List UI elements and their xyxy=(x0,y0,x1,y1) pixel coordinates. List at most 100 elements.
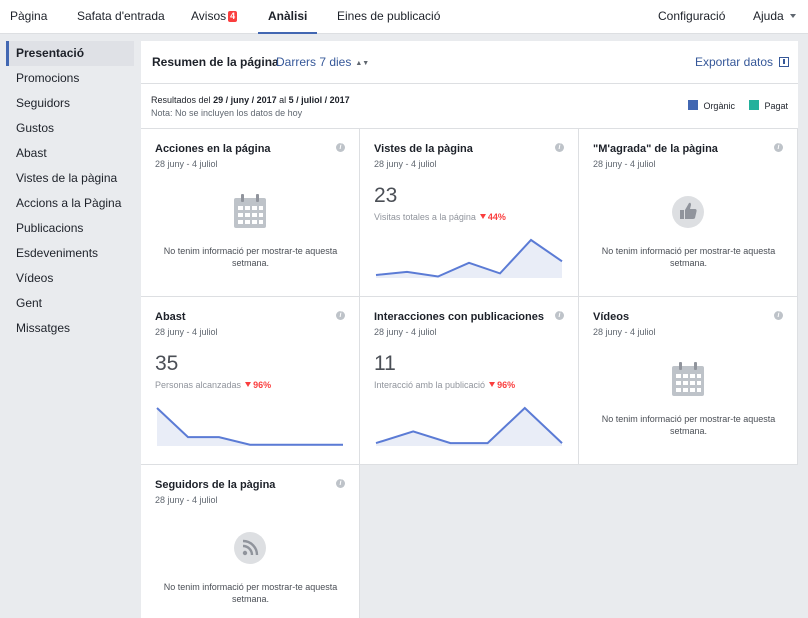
card-videos[interactable]: Vídeos 28 juny - 4 juliol i No tenim inf… xyxy=(579,297,798,465)
date-range-select[interactable]: Darrers 7 dies ▲▼ xyxy=(276,55,369,69)
card-date: 28 juny - 4 juliol xyxy=(155,159,218,169)
sparkline-line xyxy=(375,238,563,278)
nav-tab-label: Anàlisi xyxy=(268,9,308,23)
sidebar-item-label: Vídeos xyxy=(16,271,54,285)
empty-state-text: No tenim informació per mostrar-te aques… xyxy=(163,582,338,604)
metric-label: Personas alcanzadas 96% xyxy=(155,380,271,390)
card-reach[interactable]: Abast 28 juny - 4 juliol i 35 Personas a… xyxy=(141,297,360,465)
results-range-text: Resultados del 29 / juny / 2017 al 5 / j… xyxy=(151,95,350,105)
legend-label: Orgànic xyxy=(703,101,735,111)
sidebar: Presentació Promocions Seguidors Gustos … xyxy=(6,41,134,341)
sidebar-item-page-views[interactable]: Vistes de la pàgina xyxy=(6,166,134,191)
main-panel: Resumen de la página Darrers 7 dies ▲▼ Ex… xyxy=(141,41,798,618)
sidebar-item-label: Accions a la Pàgina xyxy=(16,196,122,210)
metric-label-text: Personas alcanzadas xyxy=(155,380,242,390)
sparkline-line xyxy=(375,406,563,445)
sidebar-item-messages[interactable]: Missatges xyxy=(6,316,134,341)
thumbs-up-icon xyxy=(672,196,704,228)
calendar-icon xyxy=(672,362,704,396)
empty-state-text: No tenim informació per mostrar-te aques… xyxy=(601,414,776,436)
summary-header: Resumen de la página Darrers 7 dies ▲▼ Ex… xyxy=(141,41,798,84)
card-date: 28 juny - 4 juliol xyxy=(374,327,437,337)
notification-badge: 4 xyxy=(228,11,238,22)
nav-tab-label: Eines de publicació xyxy=(337,9,441,23)
sidebar-item-posts[interactable]: Publicacions xyxy=(6,216,134,241)
card-date: 28 juny - 4 juliol xyxy=(593,327,656,337)
nav-tab-notifications[interactable]: Avisos 4 xyxy=(191,0,238,34)
sparkline-area xyxy=(157,408,343,446)
sidebar-item-overview[interactable]: Presentació xyxy=(6,41,134,66)
results-date-end: 5 / juliol / 2017 xyxy=(288,95,350,105)
card-post-engagement[interactable]: Interacciones con publicaciones 28 juny … xyxy=(360,297,579,465)
legend-label: Pagat xyxy=(764,101,788,111)
card-title: Vistes de la pàgina xyxy=(374,143,473,155)
card-page-views[interactable]: Vistes de la pàgina 28 juny - 4 juliol i… xyxy=(360,129,579,297)
sidebar-item-label: Gustos xyxy=(16,121,55,135)
sidebar-item-reach[interactable]: Abast xyxy=(6,141,134,166)
metric-change: 96% xyxy=(253,380,272,390)
nav-tab-label: Avisos xyxy=(191,9,227,23)
info-icon[interactable]: i xyxy=(555,311,564,320)
sidebar-item-label: Esdeveniments xyxy=(16,246,99,260)
sidebar-item-people[interactable]: Gent xyxy=(6,291,134,316)
card-page-likes[interactable]: "M'agrada" de la pàgina 28 juny - 4 juli… xyxy=(579,129,798,297)
nav-tab-publishing-tools[interactable]: Eines de publicació xyxy=(337,0,440,34)
info-icon[interactable]: i xyxy=(336,143,345,152)
card-title: Abast xyxy=(155,311,186,323)
help-menu[interactable]: Ajuda xyxy=(753,0,796,34)
settings-label: Configuració xyxy=(658,9,726,23)
sidebar-item-videos[interactable]: Vídeos xyxy=(6,266,134,291)
info-icon[interactable]: i xyxy=(774,143,783,152)
nav-tab-label: Safata d'entrada xyxy=(77,9,165,23)
sidebar-item-label: Presentació xyxy=(16,46,85,60)
card-title: Acciones en la página xyxy=(155,143,271,155)
arrow-down-icon xyxy=(489,382,496,387)
sidebar-item-label: Missatges xyxy=(16,321,71,335)
empty-state-text: No tenim informació per mostrar-te aques… xyxy=(601,246,776,268)
results-date-start: 29 / juny / 2017 xyxy=(213,95,277,105)
results-bar: Resultados del 29 / juny / 2017 al 5 / j… xyxy=(141,84,798,129)
info-icon[interactable]: i xyxy=(774,311,783,320)
results-mid: al xyxy=(279,95,287,105)
sidebar-item-page-actions[interactable]: Accions a la Pàgina xyxy=(6,191,134,216)
sidebar-item-label: Publicacions xyxy=(16,221,84,235)
results-prefix: Resultados del xyxy=(151,95,211,105)
metric-change: 96% xyxy=(497,380,516,390)
nav-tab-inbox[interactable]: Safata d'entrada xyxy=(77,0,165,34)
export-label: Exportar datos xyxy=(694,55,773,69)
sidebar-item-events[interactable]: Esdeveniments xyxy=(6,241,134,266)
sparkline-line xyxy=(156,407,343,446)
info-icon[interactable]: i xyxy=(336,311,345,320)
sort-arrows-icon: ▲▼ xyxy=(355,60,370,67)
nav-tab-page[interactable]: Pàgina xyxy=(10,0,47,34)
legend-swatch xyxy=(749,100,760,110)
card-page-actions[interactable]: Acciones en la página 28 juny - 4 juliol… xyxy=(141,129,360,297)
metric-change: 44% xyxy=(487,212,506,222)
sidebar-item-promotions[interactable]: Promocions xyxy=(6,66,134,91)
info-icon[interactable]: i xyxy=(555,143,564,152)
sparkline-area xyxy=(376,240,562,278)
download-icon xyxy=(779,57,789,67)
sparkline xyxy=(375,238,563,278)
metric-value: 23 xyxy=(374,184,398,207)
legend-item-paid: Pagat xyxy=(749,100,788,111)
chevron-down-icon xyxy=(789,14,796,18)
metric-value: 11 xyxy=(374,352,396,375)
rss-icon xyxy=(234,532,266,564)
sidebar-item-likes[interactable]: Gustos xyxy=(6,116,134,141)
settings-link[interactable]: Configuració xyxy=(658,0,725,34)
card-date: 28 juny - 4 juliol xyxy=(155,495,218,505)
sidebar-item-followers[interactable]: Seguidors xyxy=(6,91,134,116)
info-icon[interactable]: i xyxy=(336,479,345,488)
metric-label-text: Visitas totales a la página xyxy=(374,212,476,222)
results-note: Nota: No se incluyen los datos de hoy xyxy=(151,108,303,118)
card-page-followers[interactable]: Seguidors de la pàgina 28 juny - 4 julio… xyxy=(141,465,360,618)
arrow-down-icon xyxy=(479,214,486,219)
sidebar-item-label: Abast xyxy=(16,146,47,160)
export-data-button[interactable]: Exportar datos xyxy=(695,55,789,69)
nav-tab-insights[interactable]: Anàlisi xyxy=(258,0,318,34)
metric-label: Interacció amb la publicació 96% xyxy=(374,380,515,390)
nav-tab-label: Pàgina xyxy=(10,9,48,23)
metric-value: 35 xyxy=(155,352,179,375)
empty-state-text: No tenim informació per mostrar-te aques… xyxy=(163,246,338,268)
